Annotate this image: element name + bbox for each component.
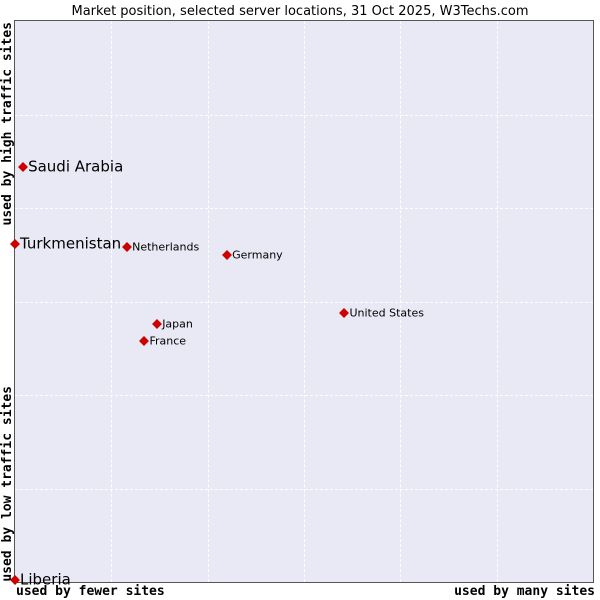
- gridline-vertical: [304, 21, 305, 582]
- point-label-japan: Japan: [162, 317, 193, 331]
- point-marker-icon: [339, 307, 350, 318]
- y-axis-label-bottom: used by low traffic sites: [0, 386, 15, 582]
- x-axis-label-right: used by many sites: [454, 584, 595, 599]
- point-marker-icon: [122, 242, 133, 253]
- point-label-saudi-arabia: Saudi Arabia: [28, 157, 124, 176]
- point-marker-icon: [222, 249, 233, 260]
- point-label-turkmenistan: Turkmenistan: [20, 234, 122, 253]
- point-marker-icon: [18, 162, 29, 173]
- point-marker-icon: [139, 335, 150, 346]
- point-label-france: France: [149, 334, 187, 348]
- point-marker-icon: [152, 318, 163, 329]
- chart-title: Market position, selected server locatio…: [71, 4, 529, 19]
- gridline-vertical: [111, 21, 113, 582]
- gridline-horizontal: [15, 301, 593, 303]
- plot-area: Saudi Arabia Turkmenistan Netherlands Germa…: [10, 20, 594, 587]
- gridline-horizontal: [15, 488, 593, 490]
- gridline-horizontal: [15, 208, 593, 209]
- point-marker-icon: [10, 239, 20, 250]
- point-label-germany: Germany: [232, 248, 283, 262]
- gridline-horizontal: [15, 114, 593, 116]
- point-label-united-states: United States: [349, 306, 424, 320]
- gridline-horizontal: [15, 395, 593, 396]
- x-axis-label-left: used by fewer sites: [16, 584, 165, 599]
- point-label-liberia: Liberia: [20, 570, 71, 589]
- gridline-vertical: [400, 21, 402, 582]
- gridline-vertical: [207, 21, 209, 582]
- point-label-netherlands: Netherlands: [132, 240, 200, 254]
- y-axis-label-top: used by high traffic sites: [0, 22, 15, 226]
- gridline-vertical: [496, 21, 498, 582]
